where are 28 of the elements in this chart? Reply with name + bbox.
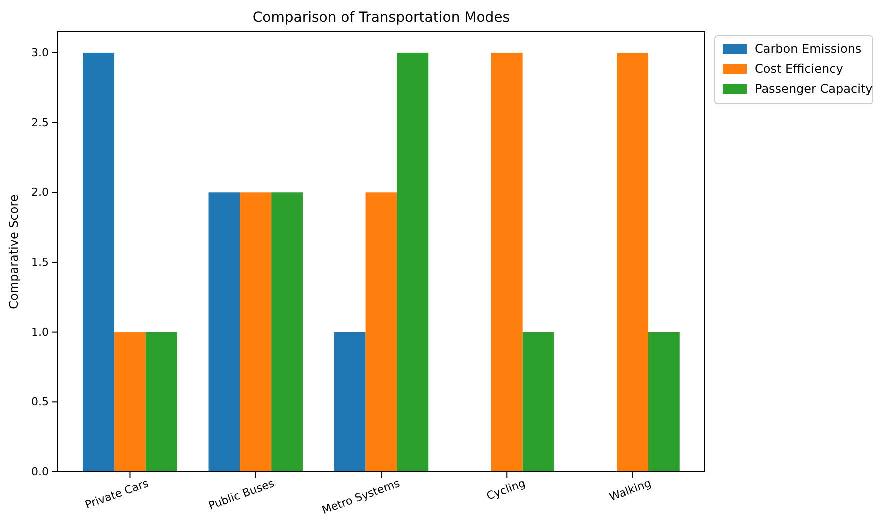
bar xyxy=(240,192,272,472)
bar xyxy=(366,192,398,472)
x-tick-label: Cycling xyxy=(485,476,528,503)
y-tick-label: 3.0 xyxy=(32,46,49,60)
y-axis-title: Comparative Score xyxy=(7,194,21,310)
bar xyxy=(146,332,178,472)
legend-label: Passenger Capacity xyxy=(755,82,873,96)
x-tick-label: Public Buses xyxy=(207,476,276,513)
bar xyxy=(334,332,366,472)
y-tick-label: 0.5 xyxy=(32,396,49,409)
y-tick-label: 0.0 xyxy=(32,466,49,479)
bar xyxy=(114,332,146,472)
bar xyxy=(397,52,429,472)
bar xyxy=(648,332,680,472)
legend-label: Cost Efficiency xyxy=(755,62,844,76)
bar xyxy=(522,332,554,472)
legend-label: Carbon Emissions xyxy=(755,42,862,56)
x-tick-label: Private Cars xyxy=(84,476,151,512)
y-tick-label: 2.5 xyxy=(32,116,49,130)
bar xyxy=(491,52,523,472)
bar xyxy=(272,192,303,472)
bar xyxy=(208,192,240,472)
y-tick-label: 1.0 xyxy=(32,326,49,339)
y-tick-label: 1.5 xyxy=(32,256,49,269)
y-tick-label: 2.0 xyxy=(32,186,49,200)
bar xyxy=(617,52,648,472)
bar xyxy=(83,52,115,472)
chart-title: Comparison of Transportation Modes xyxy=(252,10,510,26)
